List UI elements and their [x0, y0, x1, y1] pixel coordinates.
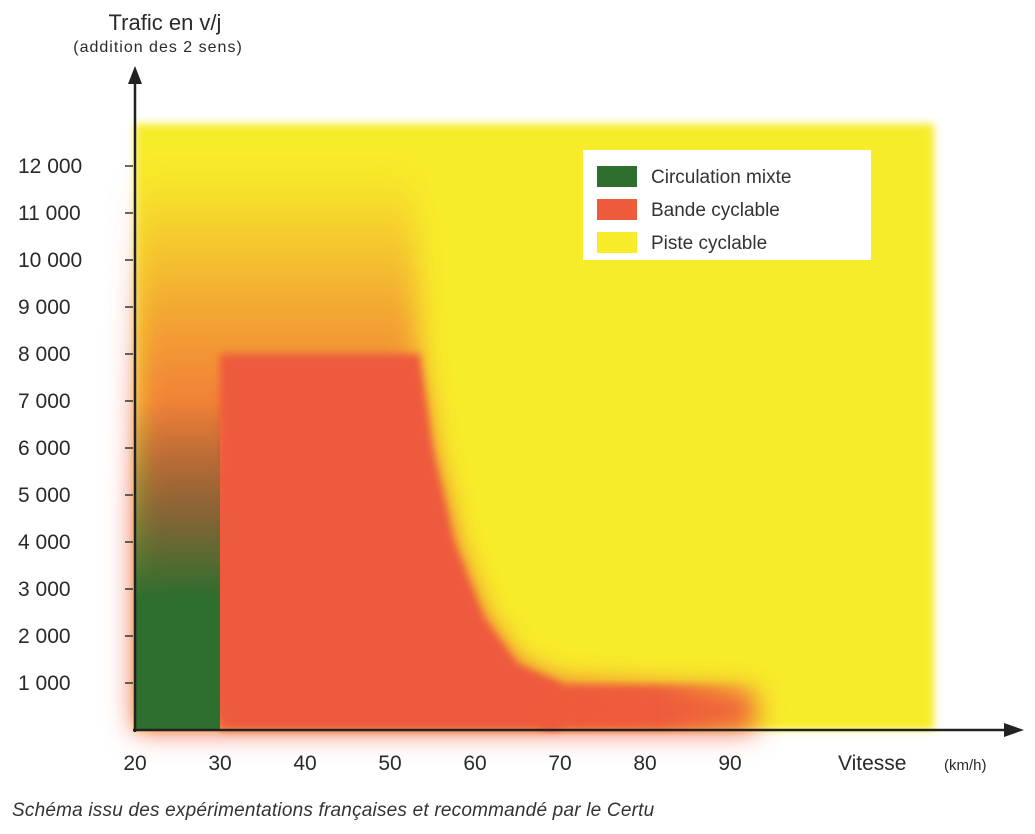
- y-tick-label: 5 000: [18, 484, 71, 507]
- y-axis-arrow: [128, 66, 142, 84]
- region-bande-cyclable-core: [220, 354, 560, 730]
- x-tick-label: 30: [208, 752, 231, 775]
- chart-caption: Schéma issu des expérimentations françai…: [12, 800, 655, 821]
- legend-label: Bande cyclable: [651, 200, 780, 221]
- y-tick-label: 6 000: [18, 437, 71, 460]
- legend-swatch: [597, 166, 637, 187]
- y-tick-label: 9 000: [18, 296, 71, 319]
- y-tick-label: 4 000: [18, 531, 71, 554]
- axis-titles: Trafic en v/j (addition des 2 sens) Vitess…: [73, 10, 986, 775]
- x-tick-label: 50: [378, 752, 401, 775]
- axes-layer: [128, 66, 1024, 737]
- x-tick-label: 90: [718, 752, 741, 775]
- x-tick-label: 80: [633, 752, 656, 775]
- y-tick-label: 11 000: [18, 202, 81, 225]
- y-tick-label: 1 000: [18, 672, 71, 695]
- legend-swatch: [597, 232, 637, 253]
- x-axis-title: Vitesse: [838, 752, 907, 775]
- y-tick-label: 10 000: [18, 249, 82, 272]
- y-tick-label: 12 000: [18, 155, 82, 178]
- legend-swatch: [597, 199, 637, 220]
- ticks-layer: 1 000 2 000 3 000 4 000 5 000 6 000 7 000 8 000…: [18, 155, 742, 775]
- x-axis-unit: (km/h): [944, 757, 987, 774]
- y-tick-label: 8 000: [18, 343, 71, 366]
- region-bande-cyclable-tail: [543, 685, 756, 730]
- x-tick-label: 60: [463, 752, 486, 775]
- legend-label: Piste cyclable: [651, 233, 767, 254]
- regions-layer: [135, 123, 934, 730]
- y-tick-label: 7 000: [18, 390, 71, 413]
- y-axis-title: Trafic en v/j: [109, 10, 222, 35]
- region-circulation-mixte: [135, 401, 220, 730]
- x-tick-label: 20: [123, 752, 146, 775]
- x-axis-arrow: [1004, 723, 1024, 737]
- x-tick-label: 70: [548, 752, 571, 775]
- y-tick-label: 3 000: [18, 578, 71, 601]
- y-tick-label: 2 000: [18, 625, 71, 648]
- x-tick-label: 40: [293, 752, 316, 775]
- y-axis-subtitle: (addition des 2 sens): [73, 39, 243, 56]
- legend: Circulation mixte Bande cyclable Piste cyc…: [583, 150, 871, 260]
- legend-label: Circulation mixte: [651, 167, 791, 188]
